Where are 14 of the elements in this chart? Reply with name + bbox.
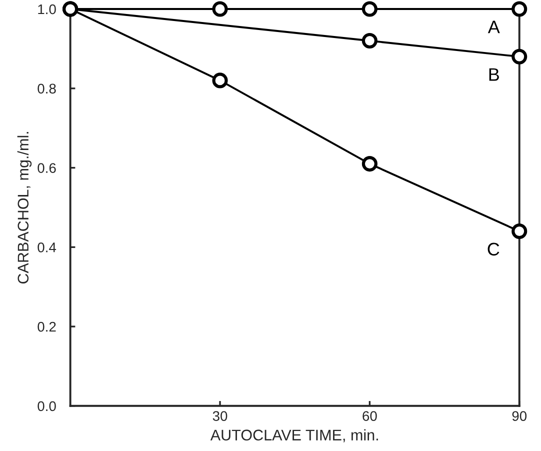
y-axis-title: CARBACHOL, mg./ml. [17,132,32,284]
series-label: C [488,242,500,256]
y-tick-label: 0.4 [38,242,56,252]
y-tick-label: 0.2 [38,322,56,332]
series-label: B [489,68,499,81]
y-tick-label: 1.0 [38,4,56,14]
y-tick-label: 0.6 [38,163,56,173]
series-label: A [488,20,500,34]
x-tick-label: 60 [362,411,377,421]
y-tick-label: 0.8 [38,84,56,94]
x-tick-label: 90 [512,411,527,421]
x-tick-label: 30 [212,411,228,421]
x-axis-title: AUTOCLAVE TIME, min. [210,429,378,442]
y-tick-label: 0.0 [38,401,56,412]
